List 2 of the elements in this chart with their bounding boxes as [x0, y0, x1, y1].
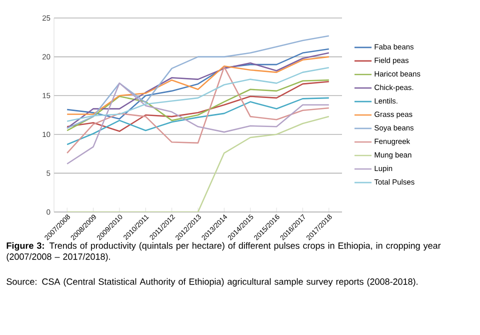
source-note: Source: CSA (Central Statistical Authority of Ethiopia) agricultural sample survey reports (2008-2018). — [6, 278, 418, 287]
text: Figure 3: Trends of productivity (quintals per hectare) of different pulses crops in Ethiopia, in cropping year (2007/2008 – 2017/2018). — [6, 242, 441, 262]
